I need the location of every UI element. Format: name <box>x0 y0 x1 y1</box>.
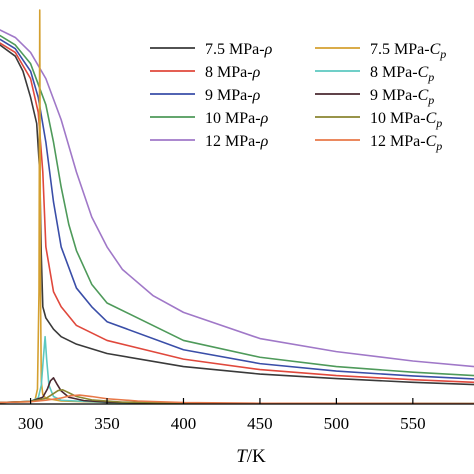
legend-label-0: 7.5 MPa-ρ <box>205 41 273 58</box>
legend-label-pressure: 10 MPa- <box>370 110 426 127</box>
legend-label-4: 12 MPa-ρ <box>205 133 269 150</box>
series-line-9 <box>0 394 474 405</box>
plot-area: 300 350 400 450 500 550 <box>0 9 474 433</box>
x-axis-label-symbol: T <box>236 446 248 467</box>
legend-label-pressure: 9 MPa- <box>205 87 253 104</box>
series-line-0 <box>0 44 474 386</box>
legend-label-subscript: p <box>435 116 442 130</box>
legend-label-symbol: ρ <box>260 133 269 150</box>
x-tick-label: 450 <box>247 414 273 433</box>
x-axis-label: T/K <box>236 446 266 467</box>
legend-label-pressure: 10 MPa- <box>205 110 261 127</box>
legend-label-pressure: 8 MPa- <box>205 64 253 81</box>
legend: 7.5 MPa-ρ8 MPa-ρ9 MPa-ρ10 MPa-ρ12 MPa-ρ7… <box>150 41 446 153</box>
legend-label-pressure: 9 MPa- <box>370 87 418 104</box>
x-axis-label-unit: /K <box>247 446 266 467</box>
legend-label-pressure: 12 MPa- <box>205 133 261 150</box>
legend-label-pressure: 7.5 MPa- <box>205 41 265 58</box>
legend-label-symbol: C <box>418 87 429 104</box>
legend-label-3: 10 MPa-ρ <box>205 110 269 127</box>
series-line-2 <box>0 38 474 380</box>
x-tick-label: 400 <box>171 414 197 433</box>
legend-label-symbol: C <box>426 110 437 127</box>
legend-label-symbol: ρ <box>252 87 261 104</box>
legend-label-symbol: ρ <box>264 41 273 58</box>
legend-label-6: 8 MPa-Cp <box>370 64 434 84</box>
legend-label-subscript: p <box>427 70 434 84</box>
legend-label-1: 8 MPa-ρ <box>205 64 261 81</box>
legend-label-2: 9 MPa-ρ <box>205 87 261 104</box>
series-lines <box>0 9 474 405</box>
series-line-1 <box>0 42 474 384</box>
legend-label-subscript: p <box>427 93 434 107</box>
legend-label-8: 10 MPa-Cp <box>370 110 442 130</box>
x-tick-label: 500 <box>324 414 350 433</box>
x-tick-label: 350 <box>94 414 120 433</box>
legend-label-symbol: C <box>426 133 437 150</box>
legend-label-subscript: p <box>439 47 446 61</box>
legend-label-pressure: 7.5 MPa- <box>370 41 430 58</box>
legend-label-5: 7.5 MPa-Cp <box>370 41 446 61</box>
series-line-4 <box>0 29 474 368</box>
legend-label-pressure: 8 MPa- <box>370 64 418 81</box>
x-ticks: 300 350 400 450 500 550 <box>18 398 426 433</box>
series-line-3 <box>0 34 474 377</box>
legend-label-9: 12 MPa-Cp <box>370 133 442 153</box>
legend-label-symbol: ρ <box>260 110 269 127</box>
legend-label-symbol: ρ <box>252 64 261 81</box>
x-tick-label: 550 <box>400 414 426 433</box>
legend-label-symbol: C <box>430 41 441 58</box>
x-tick-label: 300 <box>18 414 44 433</box>
legend-label-pressure: 12 MPa- <box>370 133 426 150</box>
legend-label-subscript: p <box>435 139 442 153</box>
series-line-8 <box>0 388 474 405</box>
legend-label-symbol: C <box>418 64 429 81</box>
legend-label-7: 9 MPa-Cp <box>370 87 434 107</box>
